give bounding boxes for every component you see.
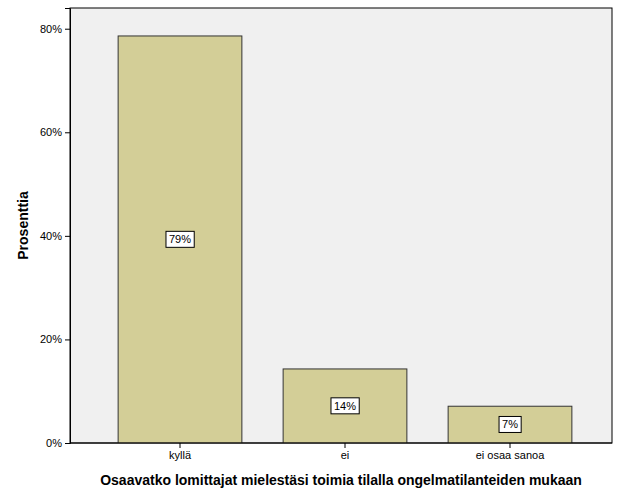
data-labels: 79% 14% 7% (166, 231, 521, 432)
x-tick: ei (341, 443, 350, 461)
y-tick-label: 20% (40, 333, 62, 345)
y-tick-mark (65, 132, 70, 133)
y-tick: 0% (46, 437, 70, 449)
x-axis-line (70, 443, 612, 444)
y-tick: 80% (40, 23, 70, 35)
y-tick-mark (65, 236, 70, 237)
data-label-text: 7% (502, 418, 518, 430)
data-label-box (331, 398, 359, 414)
y-tick-mark (65, 339, 70, 340)
chart: 0% 20% 40% 60% 80% kyllä ei ei osaa sanoa 79% 14%… (0, 0, 629, 504)
bar (283, 369, 407, 443)
x-tick-label: kyllä (169, 449, 192, 461)
y-tick-mark (65, 443, 70, 444)
data-label: 14% (331, 398, 359, 414)
bars (118, 36, 572, 443)
y-axis: 0% 20% 40% 60% 80% (40, 9, 71, 450)
x-tick-mark (180, 443, 181, 448)
x-axis-title: Osaavatko lomittajat mielestäsi toimia t… (100, 472, 582, 488)
y-tick: 60% (40, 126, 70, 138)
x-tick: kyllä (169, 443, 192, 461)
data-label-box (499, 416, 521, 432)
data-label-box (166, 231, 194, 247)
x-tick: ei osaa sanoa (476, 443, 545, 461)
y-tick-label: 80% (40, 23, 62, 35)
y-tick-label: 40% (40, 230, 62, 242)
y-tick-label: 60% (40, 126, 62, 138)
bar (448, 406, 572, 443)
data-label: 79% (166, 231, 194, 247)
y-tick: 40% (40, 230, 70, 242)
x-tick-mark (345, 443, 346, 448)
data-label: 7% (499, 416, 521, 432)
x-tick-label: ei osaa sanoa (476, 449, 545, 461)
bar (118, 36, 242, 443)
y-axis-title: Prosenttia (15, 191, 31, 260)
x-tick-label: ei (341, 449, 350, 461)
y-tick-label: 0% (46, 437, 62, 449)
plot-frame (70, 8, 612, 443)
data-label-text: 79% (169, 233, 191, 245)
data-label-text: 14% (334, 400, 356, 412)
y-axis-line (65, 9, 71, 444)
x-tick-mark (510, 443, 511, 448)
y-tick-mark (65, 29, 70, 30)
y-tick: 20% (40, 333, 70, 345)
x-axis: kyllä ei ei osaa sanoa (70, 443, 612, 461)
